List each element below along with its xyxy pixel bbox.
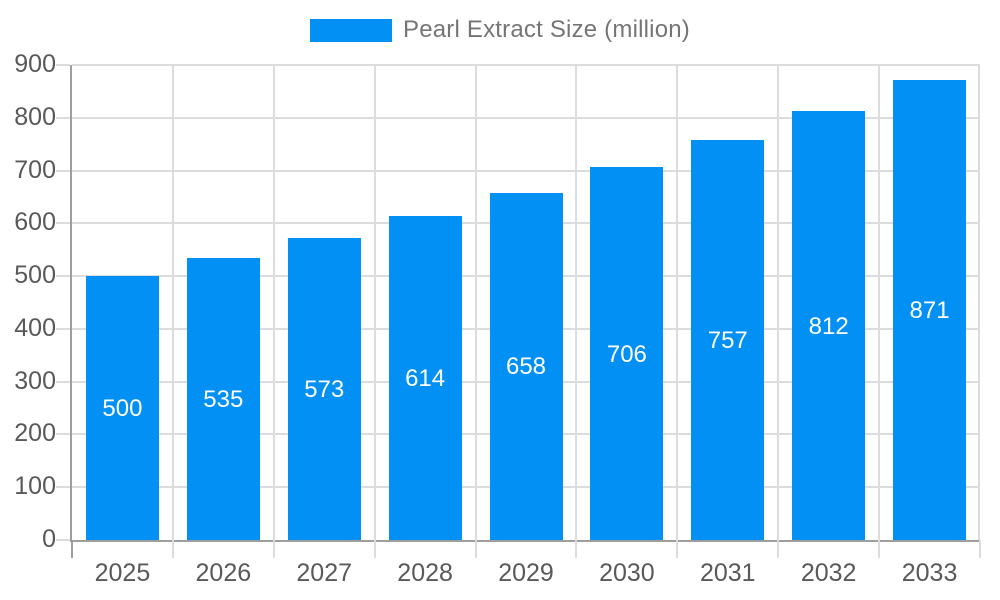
bar-2029: 658 — [489, 192, 563, 540]
v-gridline — [878, 65, 881, 540]
x-tick-label: 2025 — [94, 559, 151, 587]
bar-2031: 757 — [691, 140, 765, 540]
bar-2027: 573 — [287, 237, 361, 540]
v-gridline — [777, 65, 780, 540]
x-tick-label: 2029 — [498, 559, 554, 587]
x-tick-mark — [878, 540, 881, 558]
bar-value-label: 573 — [304, 375, 345, 403]
bar-2028: 614 — [388, 215, 462, 540]
h-gridline — [72, 169, 980, 172]
bar-value-label: 535 — [203, 385, 244, 413]
y-tick-label: 900 — [14, 50, 56, 78]
x-tick-mark — [676, 540, 679, 558]
x-tick-mark — [71, 540, 73, 558]
y-tick-label: 400 — [14, 313, 56, 342]
y-tick-label: 200 — [14, 419, 56, 448]
y-axis-line — [70, 65, 72, 540]
h-gridline — [72, 116, 980, 119]
y-tick-label: 800 — [14, 102, 56, 131]
x-tick-mark — [373, 540, 376, 558]
plot-area: 500 535 573 614 658 706 757 812 871 — [70, 64, 980, 542]
x-tick-mark — [272, 540, 275, 558]
x-tick-mark — [575, 540, 578, 558]
y-tick-mark — [56, 169, 70, 172]
y-tick-label: 600 — [14, 208, 56, 237]
legend[interactable]: Pearl Extract Size (million) — [0, 0, 1000, 60]
x-tick-label: 2033 — [901, 559, 958, 587]
x-tick-label: 2028 — [397, 559, 453, 587]
y-tick-mark — [56, 433, 70, 436]
x-tick-label: 2026 — [195, 559, 252, 587]
legend-label: Pearl Extract Size (million) — [402, 16, 690, 43]
y-tick-mark — [56, 380, 70, 383]
y-tick-mark — [56, 64, 70, 66]
y-tick-label: 100 — [14, 472, 56, 501]
x-tick-label: 2030 — [599, 559, 655, 587]
bar-value-label: 757 — [707, 327, 748, 355]
v-gridline — [272, 65, 275, 540]
bar-value-label: 614 — [405, 364, 446, 392]
x-tick-mark — [171, 540, 174, 558]
v-gridline — [474, 65, 477, 540]
v-gridline — [676, 65, 679, 540]
v-gridline — [978, 65, 980, 540]
y-tick-mark — [56, 275, 70, 278]
x-axis-line — [70, 540, 980, 542]
bar-2026: 535 — [186, 257, 260, 540]
v-gridline — [575, 65, 578, 540]
y-tick-label: 0 — [42, 525, 56, 553]
x-tick-label: 2027 — [296, 559, 353, 587]
h-gridline — [72, 64, 980, 66]
bar-value-label: 812 — [808, 312, 849, 340]
y-tick-mark — [56, 539, 70, 541]
v-gridline — [373, 65, 376, 540]
y-tick-label: 300 — [14, 366, 56, 395]
y-tick-mark — [56, 222, 70, 225]
v-gridline — [171, 65, 174, 540]
x-tick-mark — [474, 540, 477, 558]
y-tick-mark — [56, 327, 70, 330]
y-tick-label: 700 — [14, 155, 56, 184]
y-tick-mark — [56, 116, 70, 119]
x-tick-mark — [979, 540, 981, 558]
bar-value-label: 871 — [909, 297, 950, 325]
bar-2025: 500 — [85, 276, 159, 540]
y-tick-mark — [56, 486, 70, 489]
bar-2033: 871 — [893, 80, 967, 540]
bar-value-label: 658 — [505, 353, 547, 381]
bar-2032: 812 — [792, 111, 866, 540]
bar-2030: 706 — [590, 167, 664, 540]
bar-value-label: 500 — [102, 395, 143, 423]
bar-value-label: 706 — [606, 340, 647, 368]
y-tick-label: 500 — [14, 261, 56, 290]
x-tick-label: 2031 — [699, 559, 756, 587]
x-tick-label: 2032 — [800, 559, 857, 587]
legend-swatch — [309, 18, 392, 42]
x-tick-mark — [777, 540, 780, 558]
